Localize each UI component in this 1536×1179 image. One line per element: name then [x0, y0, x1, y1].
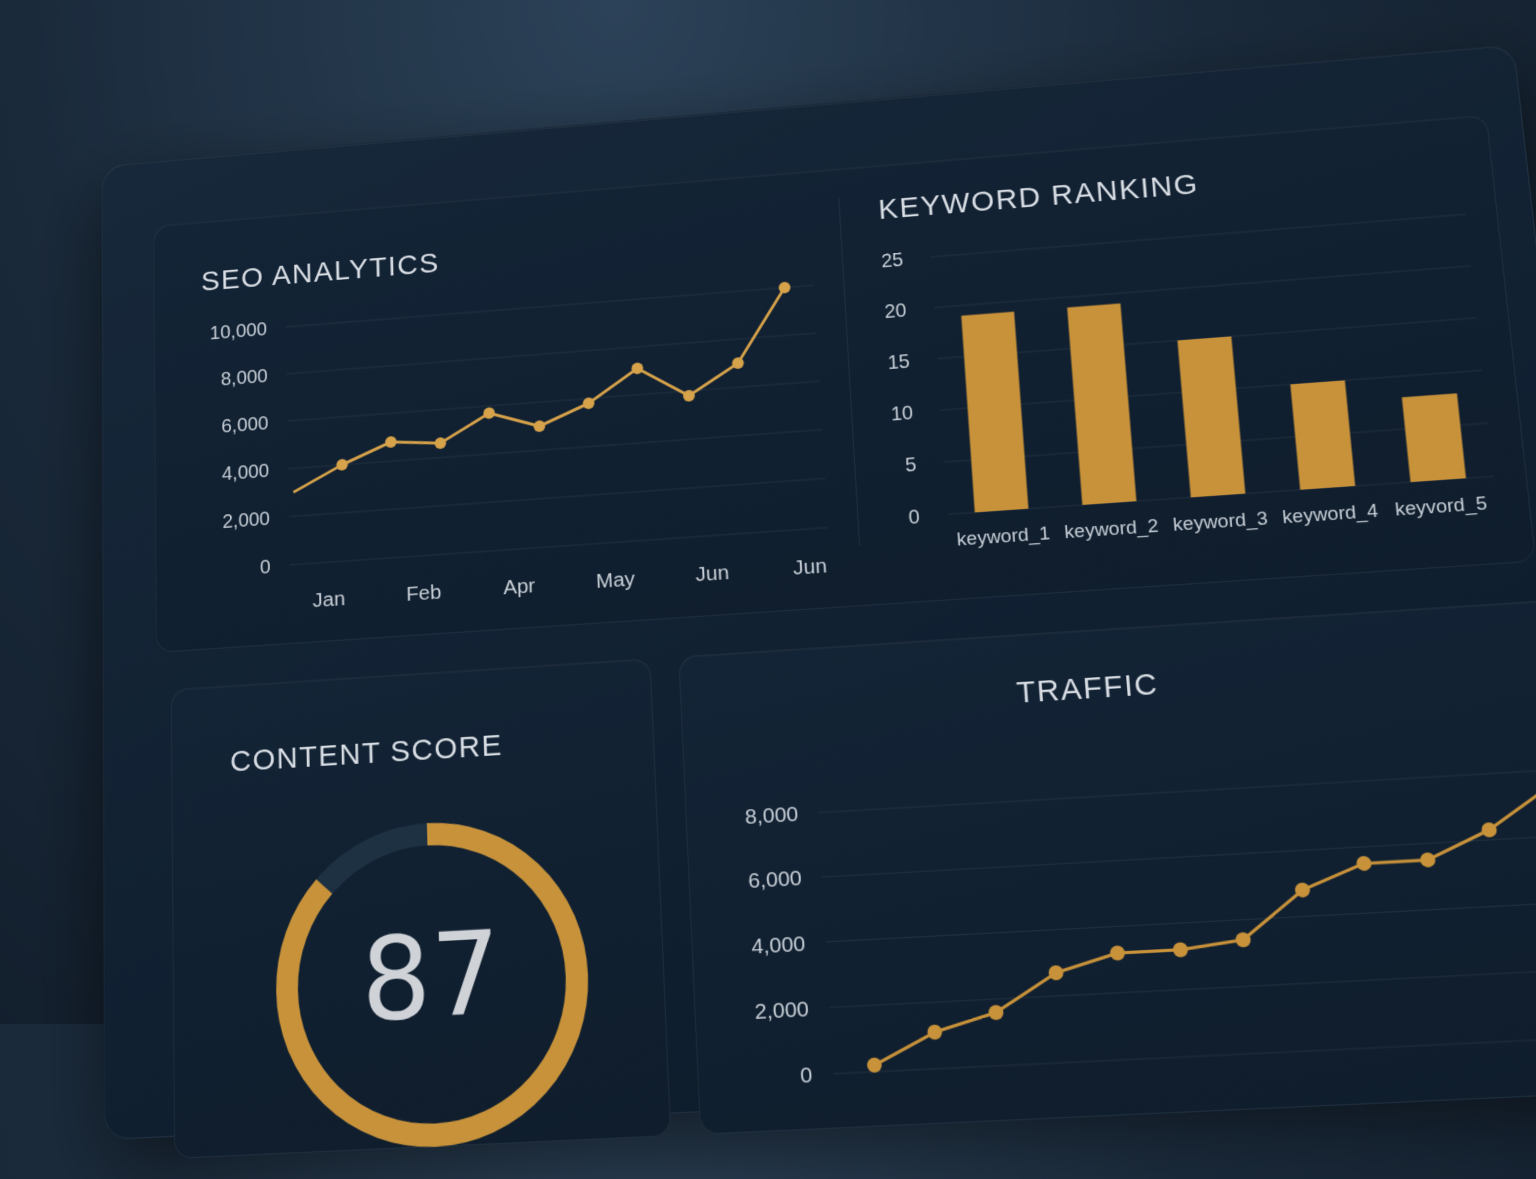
seo-point: [483, 407, 495, 419]
keyword-x-tick: keyword_1: [956, 523, 1051, 551]
traffic-y-tick: 4,000: [751, 932, 806, 959]
traffic-gridline: [819, 770, 1536, 813]
seo-point: [434, 437, 446, 449]
seo-point: [336, 459, 348, 471]
keyword-bar: [1177, 336, 1245, 497]
seo-x-tick: May: [595, 568, 635, 593]
seo-y-tick: 6,000: [221, 413, 269, 437]
seo-y-tick: 10,000: [210, 319, 268, 344]
keyword-y-tick: 20: [884, 300, 907, 323]
seo-analytics-chart: 0 2,000 4,000 6,000 8,000 10,000 Jan Feb Apr May J…: [183, 265, 852, 631]
traffic-y-tick: 2,000: [754, 997, 809, 1024]
seo-x-tick: Feb: [406, 581, 442, 606]
keyword-bar: [961, 312, 1028, 513]
content-score-title: CONTENT SCORE: [230, 729, 503, 780]
traffic-y-tick: 0: [800, 1063, 813, 1088]
keyword-bar: [1402, 393, 1466, 482]
keyword-ranking-chart: 0 5 10 15 20 25 keyword_1 keyword_2 keyword_3 key…: [861, 194, 1511, 574]
traffic-point: [867, 1057, 882, 1073]
traffic-gridline: [829, 970, 1536, 1008]
keyword-bar: [1290, 380, 1355, 489]
keyword-y-tick: 15: [887, 351, 910, 374]
traffic-point: [1172, 942, 1188, 958]
keyword-x-tick: keyword_4: [1281, 500, 1379, 529]
seo-gridline: [289, 478, 825, 516]
traffic-y-tick: 8,000: [744, 803, 799, 830]
seo-title: SEO ANALYTICS: [201, 247, 440, 298]
seo-y-tick: 2,000: [222, 509, 270, 534]
score-gauge: 87: [265, 804, 604, 1164]
traffic-title: TRAFFIC: [1015, 667, 1159, 711]
traffic-point: [1110, 945, 1126, 961]
seo-y-tick: 4,000: [222, 461, 270, 485]
top-panel: SEO ANALYTICS 0 2,000 4,000 6,000 8,000 10,00…: [153, 114, 1536, 652]
traffic-gridline: [826, 902, 1536, 942]
traffic-point: [927, 1024, 943, 1040]
seo-gridline: [288, 430, 822, 469]
keyword-y-tick: 0: [908, 507, 921, 530]
content-score-panel: CONTENT SCORE 87: [171, 658, 672, 1159]
seo-x-tick: Jun: [792, 555, 827, 580]
traffic-point: [1420, 852, 1437, 868]
traffic-chart: 0 2,000 4,000 6,000 8,000: [704, 695, 1536, 1122]
dashboard-stage: SEO ANALYTICS 0 2,000 4,000 6,000 8,000 10,00…: [65, 0, 1536, 1102]
traffic-y-tick: 6,000: [748, 867, 803, 894]
seo-y-tick: 8,000: [221, 366, 268, 390]
keyword-gridline: [934, 266, 1471, 308]
seo-gridline: [286, 285, 814, 327]
keyword-x-tick: keyvord_5: [1394, 492, 1488, 521]
traffic-panel: TRAFFIC 0 2,000 4,000 6,000 8,000: [678, 599, 1536, 1134]
keyword-y-tick: 25: [881, 250, 904, 273]
seo-x-tick: Jun: [695, 561, 730, 586]
seo-gridline: [287, 381, 819, 421]
seo-gridline: [290, 528, 828, 565]
traffic-series-line: [860, 787, 1536, 1065]
seo-series-line: [291, 288, 794, 493]
seo-x-tick: Jan: [312, 588, 345, 613]
score-value: 87: [266, 902, 599, 1052]
seo-point: [533, 420, 545, 432]
seo-y-tick: 0: [260, 557, 271, 579]
keyword-title: KEYWORD RANKING: [877, 168, 1200, 226]
traffic-gridline: [833, 1038, 1536, 1074]
keyword-y-tick: 5: [905, 454, 918, 476]
keyword-bar: [1067, 303, 1136, 505]
keyword-y-tick: 10: [890, 403, 914, 426]
keyword-x-tick: keyword_3: [1172, 508, 1269, 537]
seo-x-tick: Apr: [503, 575, 536, 600]
seo-point: [385, 436, 397, 448]
dashboard: SEO ANALYTICS 0 2,000 4,000 6,000 8,000 10,00…: [102, 44, 1536, 1140]
keyword-x-tick: keyword_2: [1064, 515, 1160, 543]
keyword-gridline: [931, 214, 1466, 257]
traffic-point: [1356, 856, 1372, 872]
